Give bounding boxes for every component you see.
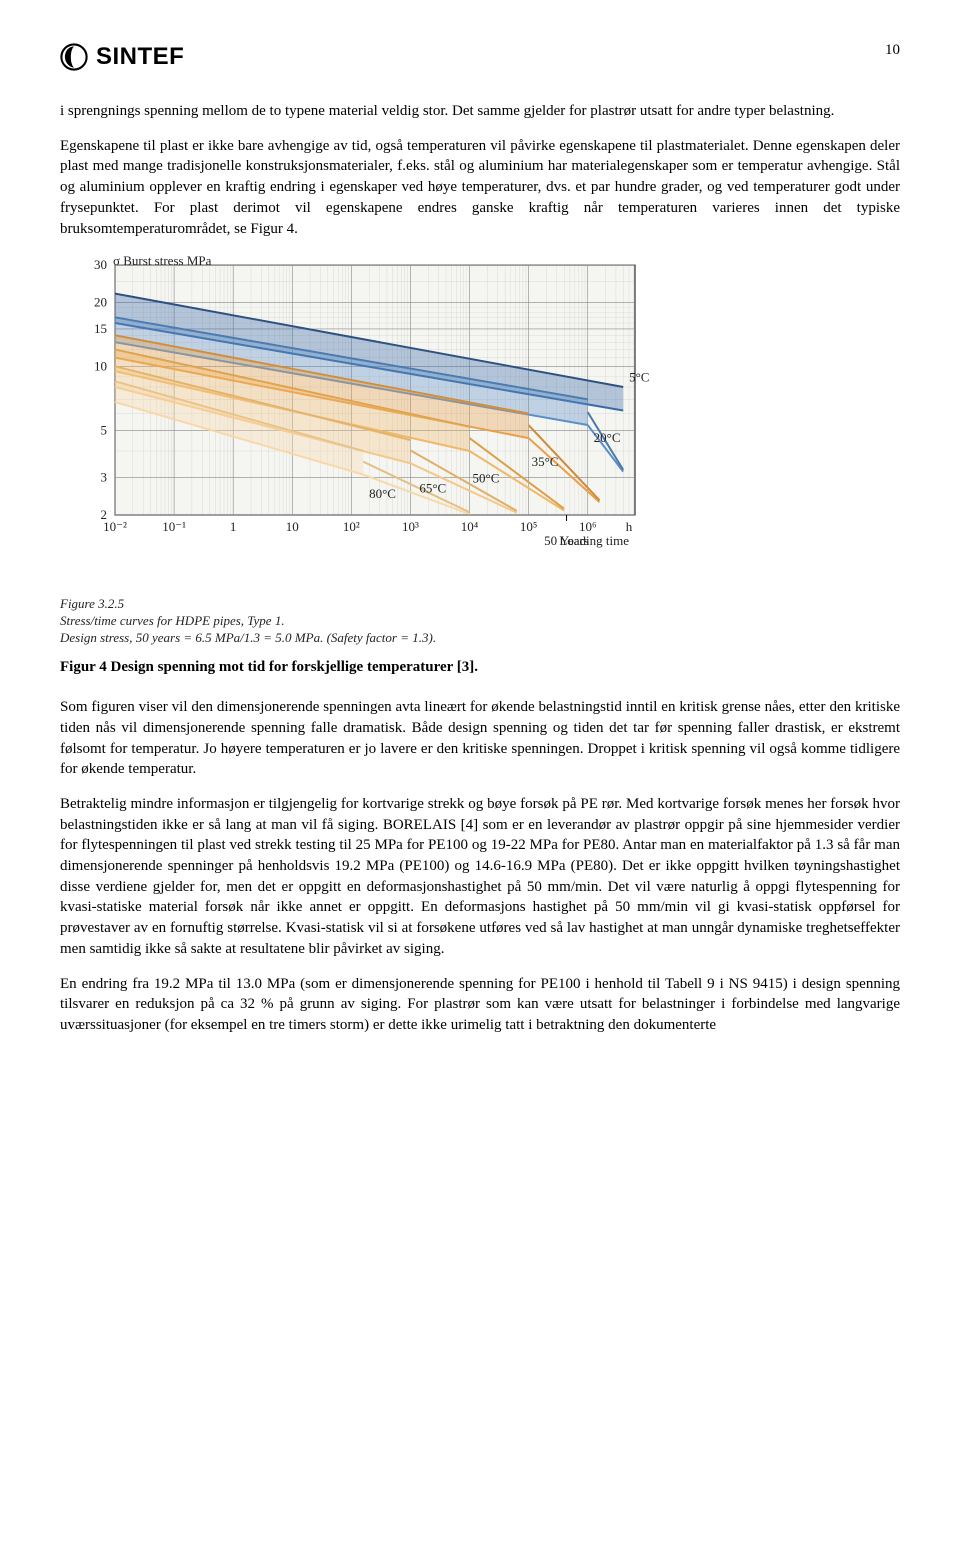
paragraph-4: Betraktelig mindre informasjon er tilgje…	[60, 794, 900, 960]
svg-text:1: 1	[230, 519, 237, 534]
svg-text:80°C: 80°C	[369, 486, 396, 501]
svg-text:5: 5	[101, 423, 108, 438]
chart-inset-line2: Design stress, 50 years = 6.5 MPa/1.3 = …	[60, 630, 900, 647]
paragraph-5: En endring fra 19.2 MPa til 13.0 MPa (so…	[60, 974, 900, 1036]
svg-text:10: 10	[286, 519, 299, 534]
svg-text:15: 15	[94, 321, 107, 336]
svg-text:10⁴: 10⁴	[461, 519, 479, 534]
sintef-logo: SINTEF	[60, 40, 184, 73]
svg-text:65°C: 65°C	[419, 481, 446, 496]
svg-text:10²: 10²	[343, 519, 360, 534]
svg-text:20°C: 20°C	[594, 430, 621, 445]
svg-text:h: h	[626, 519, 633, 534]
chart-inset-caption: Figure 3.2.5 Stress/time curves for HDPE…	[60, 596, 900, 647]
paragraph-3: Som figuren viser vil den dimensjonerend…	[60, 697, 900, 780]
chart-inset-title: Figure 3.2.5	[60, 596, 900, 613]
svg-text:30: 30	[94, 257, 107, 272]
svg-text:10: 10	[94, 359, 107, 374]
svg-text:35°C: 35°C	[532, 454, 559, 469]
page-number: 10	[885, 40, 900, 61]
chart-inset-line1: Stress/time curves for HDPE pipes, Type …	[60, 613, 900, 630]
svg-text:Loading time: Loading time	[559, 533, 629, 548]
svg-text:3: 3	[101, 470, 108, 485]
svg-text:σ Burst stress MPa: σ Burst stress MPa	[113, 255, 212, 268]
paragraph-1: i sprengnings spenning mellom de to type…	[60, 101, 900, 122]
svg-text:10⁵: 10⁵	[520, 519, 538, 534]
sintef-logo-icon	[60, 43, 88, 71]
svg-text:10³: 10³	[402, 519, 419, 534]
svg-text:5°C: 5°C	[629, 370, 649, 385]
svg-text:10⁻¹: 10⁻¹	[162, 519, 186, 534]
sintef-logo-text: SINTEF	[96, 40, 184, 73]
stress-time-chart: σ Burst stress MPa2351015203010⁻²10⁻¹110…	[60, 255, 700, 585]
figure-4: σ Burst stress MPa2351015203010⁻²10⁻¹110…	[60, 255, 900, 646]
page-header: SINTEF 10	[60, 40, 900, 73]
figure-4-caption: Figur 4 Design spenning mot tid for fors…	[60, 657, 900, 678]
svg-text:50°C: 50°C	[473, 471, 500, 486]
svg-text:20: 20	[94, 295, 107, 310]
paragraph-2: Egenskapene til plast er ikke bare avhen…	[60, 136, 900, 239]
svg-text:10⁶: 10⁶	[579, 519, 597, 534]
svg-text:10⁻²: 10⁻²	[103, 519, 127, 534]
